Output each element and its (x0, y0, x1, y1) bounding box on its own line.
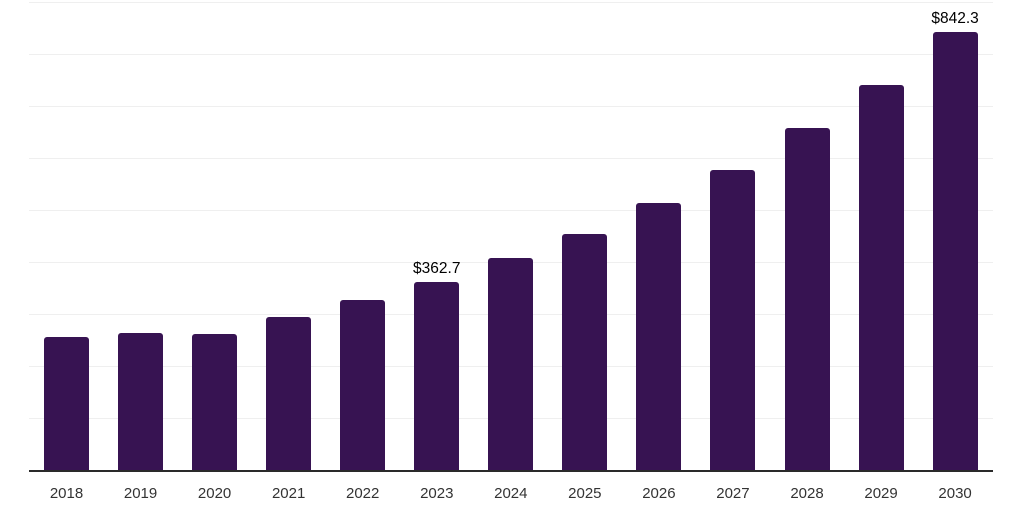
x-tick-label-2019: 2019 (123, 485, 158, 502)
x-tick-label-2028: 2028 (790, 485, 824, 502)
bar-2022 (340, 299, 386, 471)
x-tick-label-2030: 2030 (938, 485, 972, 502)
x-tick-label-2018: 2018 (49, 485, 84, 502)
bar-value-label-2030: $842.3 (931, 10, 979, 28)
x-tick-label-2029: 2029 (864, 485, 898, 502)
gridline (29, 106, 993, 108)
gridline (29, 210, 993, 212)
x-tick-label-2027: 2027 (716, 485, 750, 502)
bar-2019 (118, 332, 164, 471)
bar-value-label-2023: $362.7 (413, 259, 461, 277)
bar-2023 (414, 281, 460, 471)
x-tick-label-2026: 2026 (642, 485, 676, 502)
bar-2020 (192, 334, 238, 471)
x-tick-label-2025: 2025 (568, 485, 602, 502)
bar-2028 (784, 127, 830, 471)
bar-2026 (636, 203, 682, 471)
bar-2030 (932, 32, 978, 471)
x-tick-label-2024: 2024 (494, 485, 528, 502)
x-tick-label-2023: 2023 (420, 485, 454, 502)
bar-2021 (266, 317, 312, 471)
bar-2027 (710, 170, 756, 471)
bar-2025 (562, 234, 608, 471)
x-tick-label-2020: 2020 (197, 485, 232, 502)
x-tick-label-2022: 2022 (346, 485, 380, 502)
x-tick-label-2021: 2021 (271, 485, 306, 502)
bar-2029 (858, 85, 904, 471)
gridline (29, 2, 993, 3)
x-axis-line (29, 469, 993, 472)
bar-2024 (488, 258, 534, 471)
gridline (29, 54, 993, 56)
gridline (29, 158, 993, 160)
bar-2018 (44, 337, 89, 471)
